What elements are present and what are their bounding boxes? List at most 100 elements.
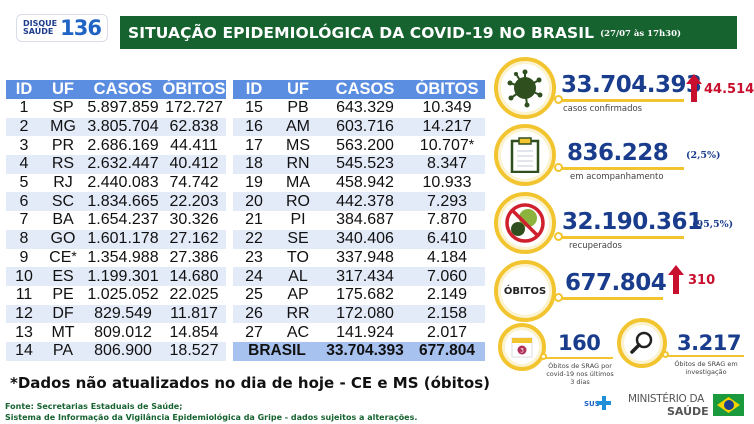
cell-id: 4 [6,155,42,174]
footnote: *Dados não atualizados no dia de hoje - … [10,374,491,392]
col-obitos: ÓBITOS [409,80,485,99]
cell-casos-value: 1.199.301 [87,267,159,285]
table-row: 8 GO 1.601.178 27.162 [6,229,226,249]
calendar-icon: 3 [511,337,533,358]
cell-obitos: 22.203 [162,192,226,212]
cell-id-value: 3 [19,136,29,154]
recovered-icon-circle [494,192,556,254]
cell-id: 9 [6,249,42,268]
cell-obitos: 2.158 [409,304,485,324]
srag-investigation-label-line: investigação [685,368,727,376]
cell-obitos: 40.412 [162,155,226,174]
confirmed-icon-circle [494,57,556,119]
cell-casos: 1.199.301 [84,267,162,286]
cell-casos-value: 141.924 [336,323,394,341]
cell-uf: MA [275,174,321,193]
cell-id: 15 [233,99,275,118]
table-row: 21 PI 384.687 7.870 [233,211,485,230]
deaths-dot [554,293,563,302]
cell-casos: 2.632.447 [84,155,162,174]
sus-cross-icon [597,396,611,410]
cell-uf-value: PI [290,211,306,229]
cell-casos-value: 175.682 [336,286,394,304]
cell-uf: RR [275,304,321,324]
cell-id-value: 24 [245,267,263,285]
cell-casos: 1.354.988 [84,249,162,268]
table-row: 9 CE* 1.354.988 27.386 [6,248,226,268]
cell-obitos: 62.838 [162,117,226,137]
cell-obitos-value: 4.184 [426,248,468,266]
cell-id: 21 [233,211,275,230]
cell-obitos-value: 40.412 [169,155,219,173]
table-row: 6 SC 1.834.665 22.203 [6,192,226,212]
cell-uf-value: GO [50,230,76,248]
logo-line2: SAÚDE [23,27,54,36]
cell-obitos-value: 62.838 [169,118,219,136]
cell-obitos-value: 22.203 [169,192,219,210]
virus-icon [507,69,543,108]
confirmed-value: 33.704.393 [561,72,702,98]
srag-investigation-icon-circle [617,318,667,368]
cell-casos-value: 5.897.859 [87,99,159,117]
cell-uf-value: RR [286,304,310,322]
magnifier-icon [630,331,653,354]
srag-recent-underline [543,357,613,359]
table-row: 10 ES 1.199.301 14.680 [6,267,226,286]
cell-obitos: 2.017 [409,323,485,342]
cell-uf: PR [42,136,84,155]
cell-id: 5 [6,174,42,193]
cell-casos-value: 442.378 [336,192,394,210]
disque-saude-136-logo: DISQUE SAÚDE 136 [16,14,108,42]
table-row: 20 RO 442.378 7.293 [233,192,485,212]
srag-recent-icon-circle: 3 [498,323,546,371]
clipboard-icon [510,137,540,173]
table-row: 12 DF 829.549 11.817 [6,304,226,324]
cell-casos-value: 317.434 [336,267,394,285]
cell-obitos-value: 10.707 [419,136,469,154]
table-row: 27 AC 141.924 2.017 [233,323,485,342]
cell-id-value: 2 [19,118,29,136]
cell-id-value: 15 [245,99,263,117]
confirmed-underline [558,99,684,102]
cell-obitos-value: 10.933 [422,174,472,192]
cell-uf: MS [275,136,321,155]
cell-obitos: 7.293 [409,192,485,212]
cell-obitos: 10.349 [409,99,485,118]
monitoring-label: em acompanhamento [570,172,664,182]
cell-id-value: 1 [19,99,29,117]
cell-uf-value: RO [286,192,310,210]
col-id: ID [233,80,275,99]
cell-uf-value: MA [286,174,310,192]
cell-uf-value: DF [52,304,74,322]
cell-id: 2 [6,117,42,137]
srag-recent-label-line: Óbitos de SRAG por [548,362,612,370]
cell-casos-value: 829.549 [94,304,152,322]
cell-obitos-value: 27.386 [169,248,219,266]
cell-uf-value: AM [286,118,310,136]
ministry-line2: SAÚDE [667,405,709,418]
cell-casos-value: 2.686.169 [87,136,159,154]
table-row: 18 RN 545.523 8.347 [233,155,485,174]
asterisk-mark: * [468,135,475,152]
cell-obitos-value: 27.162 [169,230,219,248]
cell-obitos-value: 7.060 [426,267,468,285]
cell-casos: 2.686.169 [84,136,162,155]
cell-casos-value: 563.200 [336,136,394,154]
no-virus-icon [505,203,545,243]
cell-obitos-value: 2.158 [426,304,468,322]
cell-id: 27 [233,323,275,342]
logo-line1: DISQUE [23,19,58,28]
logo-number: 136 [60,16,102,40]
cell-obitos-value: 44.411 [170,136,218,154]
cell-uf-value: RJ [53,174,73,192]
cell-obitos: 27.162 [162,229,226,249]
cell-uf: RO [275,192,321,212]
cell-obitos-value: 14.217 [422,118,472,136]
srag-investigation-label-line: Óbitos de SRAG em [674,360,738,368]
cell-casos-value: 1.834.665 [87,192,159,210]
cell-casos-value: 3.805.704 [87,118,159,136]
cell-obitos-value: 14.854 [169,323,219,341]
table-row: 26 RR 172.080 2.158 [233,304,485,324]
cell-obitos: 30.326 [162,211,226,230]
cell-id-value: 9 [19,248,29,266]
